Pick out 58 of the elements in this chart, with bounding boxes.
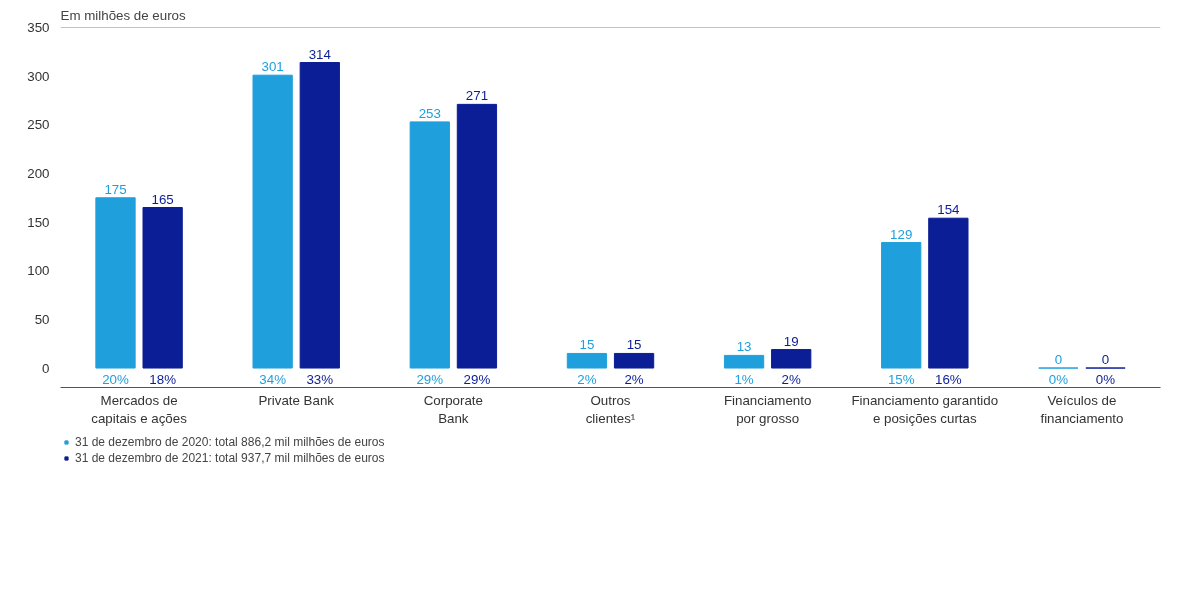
annotation: 2% xyxy=(781,372,801,388)
data-label: 154 xyxy=(937,202,961,218)
data-label: 0 xyxy=(1101,352,1110,368)
annotation: 0% xyxy=(1095,372,1116,388)
data-label: 19 xyxy=(783,333,799,349)
y-tick-label: 300 xyxy=(27,68,50,84)
y-tick-label: 250 xyxy=(27,117,50,133)
y-tick-label: 200 xyxy=(27,165,50,181)
annotation: 29% xyxy=(463,372,491,388)
y-tick-label: 150 xyxy=(27,214,50,230)
bar xyxy=(613,352,655,369)
data-label: 13 xyxy=(736,339,752,355)
bar xyxy=(95,197,136,369)
data-label: 15 xyxy=(626,337,642,353)
legend-label: 31 de dezembro de 2021: total 937,7 mil milhões de euros xyxy=(75,451,385,465)
x-tick-label: Financiamento por grosso xyxy=(723,392,812,426)
bar xyxy=(928,217,969,369)
x-tick-label: Outros clientes¹ xyxy=(585,392,636,426)
bar xyxy=(881,242,922,369)
annotation: 20% xyxy=(102,372,129,388)
bar xyxy=(771,349,812,369)
y-tick-label: 0 xyxy=(42,360,50,376)
bar xyxy=(299,62,340,369)
annotation: 29% xyxy=(416,372,444,388)
bar xyxy=(409,121,450,369)
data-label: 129 xyxy=(890,226,913,242)
data-label: 15 xyxy=(579,337,595,353)
bar xyxy=(723,354,765,369)
annotation: 18% xyxy=(149,372,177,388)
data-label: 253 xyxy=(418,105,441,121)
bar xyxy=(456,103,498,369)
bar xyxy=(252,74,293,369)
x-tick-label: Private Bank xyxy=(258,392,335,408)
annotation: 0% xyxy=(1048,372,1069,388)
annotation: 16% xyxy=(935,372,962,388)
data-label: 301 xyxy=(261,59,284,75)
annotation: 34% xyxy=(259,372,287,388)
data-label: 314 xyxy=(308,46,332,62)
x-tick-label: Veículos de financiamento xyxy=(1040,392,1124,426)
annotation: 1% xyxy=(734,372,754,388)
annotation: 33% xyxy=(306,372,334,388)
x-tick-label: Corporate Bank xyxy=(423,392,483,426)
bar xyxy=(566,352,608,369)
y-tick-label: 50 xyxy=(34,311,50,327)
data-label: 165 xyxy=(151,191,174,207)
annotation: 2% xyxy=(577,372,597,388)
y-tick-label: 100 xyxy=(27,263,50,279)
legend-label: 31 de dezembro de 2020: total 886,2 mil milhões de euros xyxy=(75,435,385,449)
annotation: 15% xyxy=(887,372,915,388)
data-label: 175 xyxy=(104,181,127,197)
bar xyxy=(142,207,183,369)
x-tick-label: Financiamento garantido e posições curtas xyxy=(851,392,999,426)
y-tick-label: 350 xyxy=(27,20,50,35)
data-label: 271 xyxy=(465,88,489,104)
data-label: 0 xyxy=(1054,352,1063,368)
x-tick-label: Mercados de capitais e ações xyxy=(91,392,188,426)
annotation: 2% xyxy=(624,372,644,388)
chart-title: Em milhões de euros xyxy=(60,7,187,23)
